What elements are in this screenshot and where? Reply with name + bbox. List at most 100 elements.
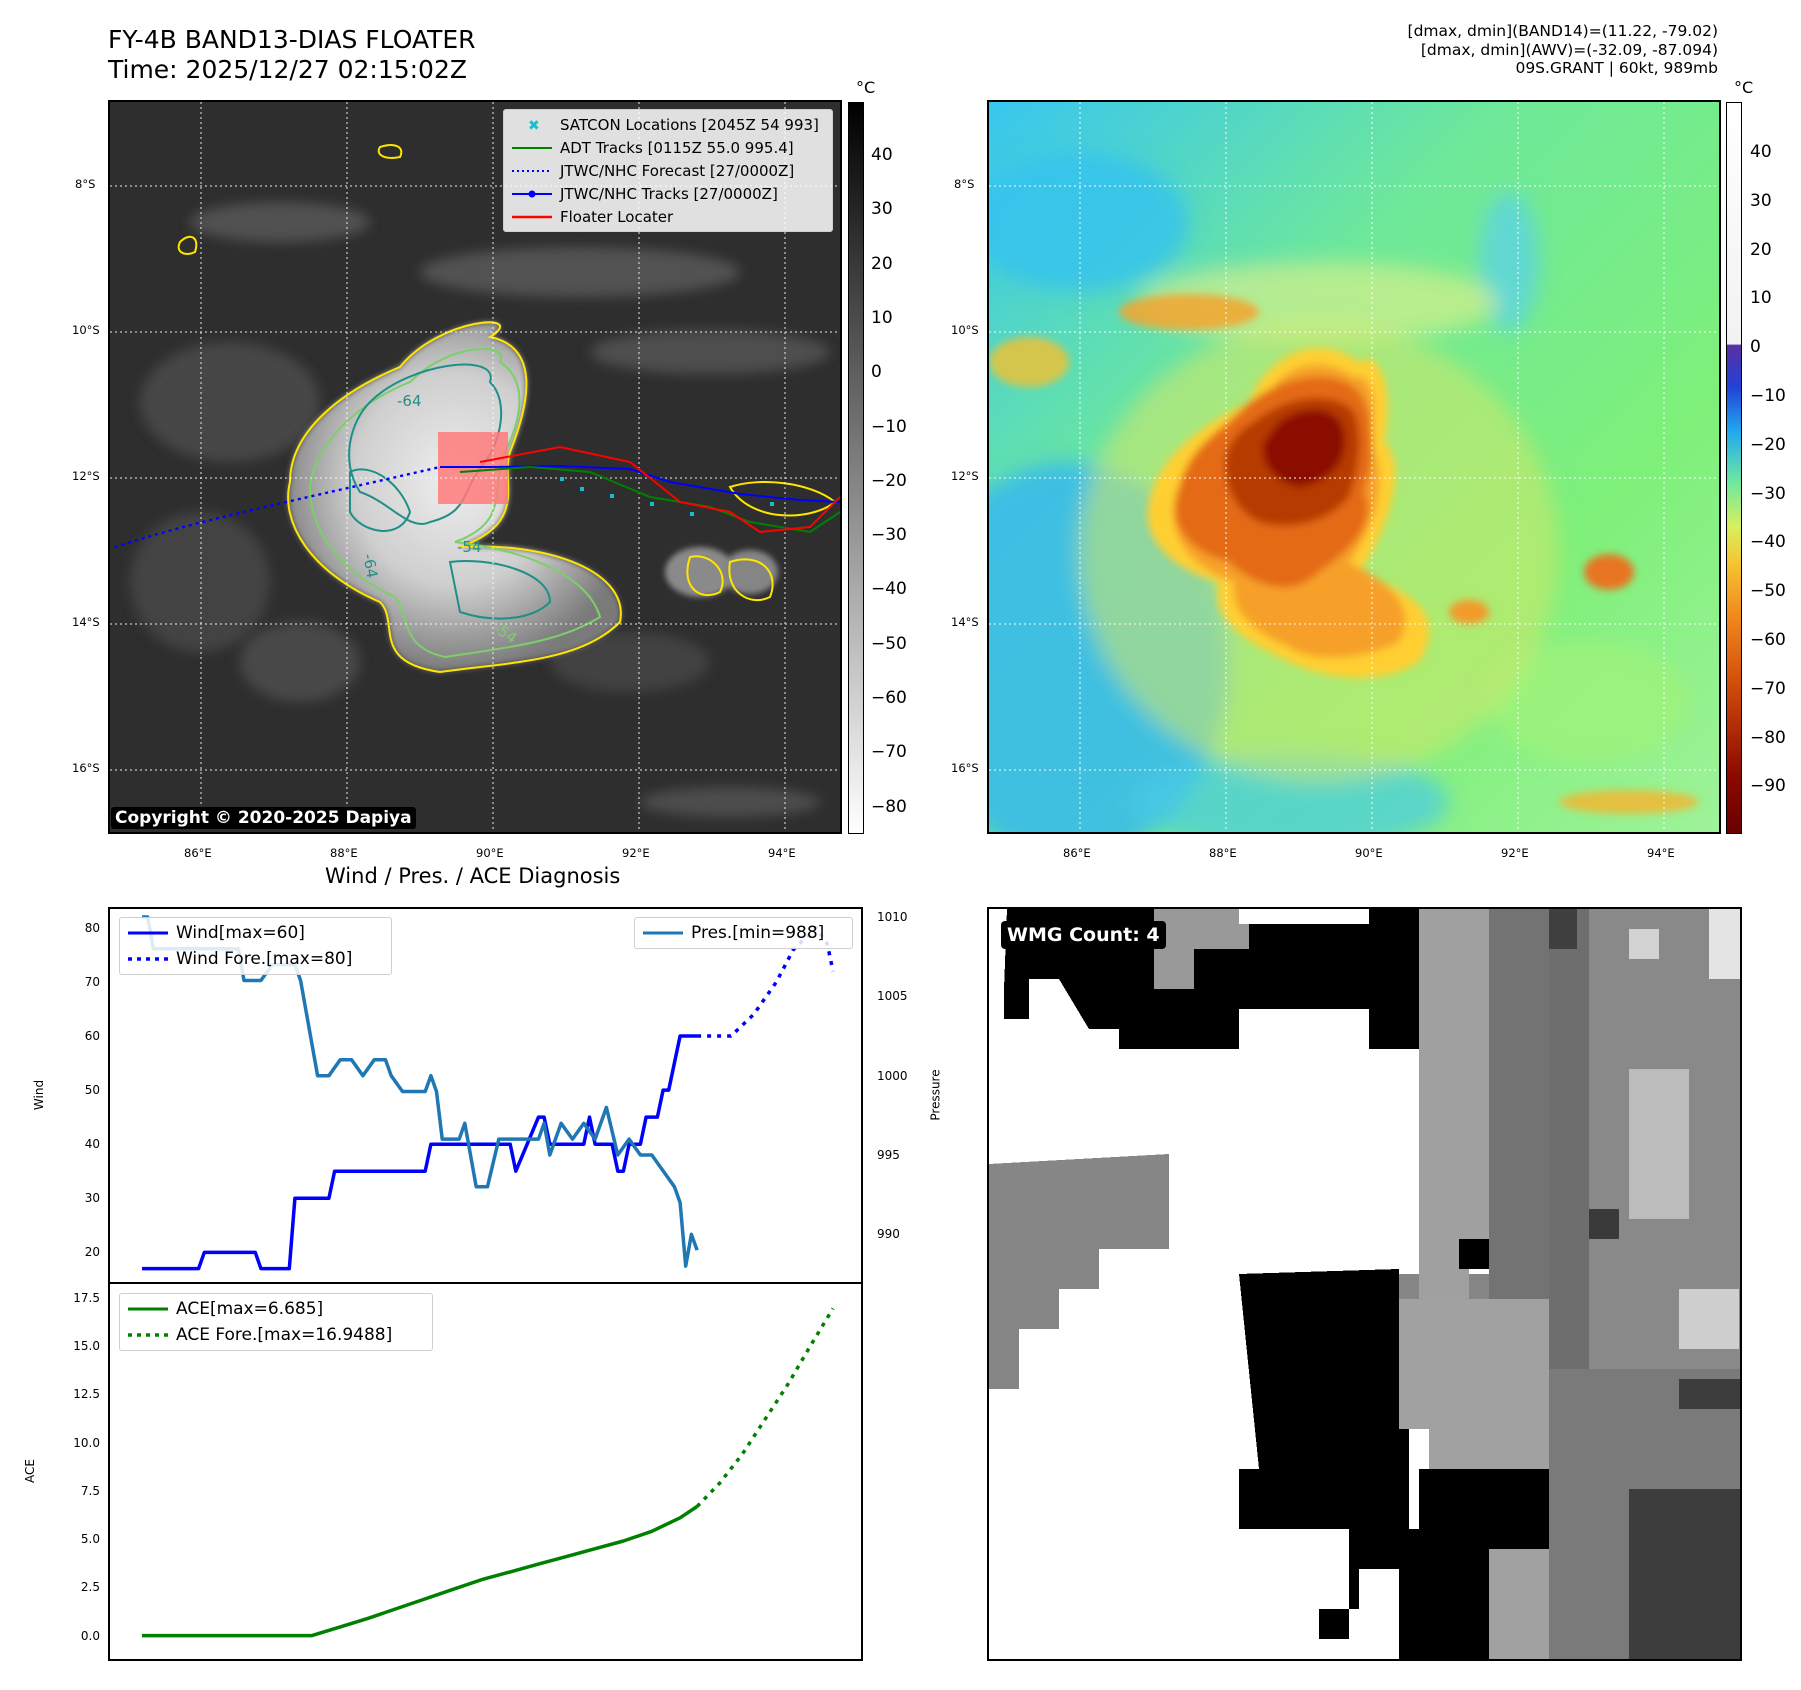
lat-label: 14°S <box>72 615 100 629</box>
ace-svg <box>142 1307 835 1638</box>
wind-tick: 20 <box>84 1245 100 1260</box>
awv-colorbar-tick: 0 <box>1750 337 1761 358</box>
ir-colorbar-tick: −10 <box>871 416 907 437</box>
lat-label: 16°S <box>951 761 979 775</box>
ace-legend: ACE[max=6.685] ACE Fore.[max=16.9488] <box>119 1293 433 1351</box>
awv-colorbar-tick: −70 <box>1750 678 1786 699</box>
wmg-count-badge: WMG Count: 4 <box>1001 921 1166 949</box>
ace-tick: 5.0 <box>80 1532 100 1547</box>
lon-label: 86°E <box>1063 846 1091 860</box>
ir-colorbar-tick: 10 <box>871 307 893 328</box>
lat-label: 10°S <box>72 323 100 337</box>
solid-line-icon <box>128 931 168 935</box>
legend-jtwc-forecast: JTWC/NHC Forecast [27/0000Z] <box>510 159 826 182</box>
awv-colorbar-tick: −60 <box>1750 630 1786 650</box>
lat-label: 12°S <box>951 469 979 483</box>
legend-wind-fore: Wind Fore.[max=80] <box>126 946 385 972</box>
ir-colorbar-tick: 40 <box>871 145 893 165</box>
pressure-tick: 1010 <box>877 910 908 924</box>
ir-colorbar-tick: −30 <box>871 525 907 546</box>
wind-pressure-plot: Wind[max=60] Wind Fore.[max=80] Pres.[mi… <box>108 907 863 1284</box>
pressure-legend: Pres.[min=988] <box>634 917 853 949</box>
legend-satcon: ✖ SATCON Locations [2045Z 54 993] <box>510 113 826 136</box>
info-awv: [dmax, dmin](AWV)=(-32.09, -87.094) <box>1420 40 1718 59</box>
lat-label: 14°S <box>951 615 979 629</box>
dotted-line-icon <box>128 957 168 961</box>
pressure-tick: 1000 <box>877 1068 908 1083</box>
jtwc-forecast-track <box>114 465 441 549</box>
ir-colorbar-tick: −40 <box>871 579 907 600</box>
ace-plot: ACE[max=6.685] ACE Fore.[max=16.9488] <box>108 1282 863 1661</box>
colorbar-unit: °C <box>1734 78 1754 97</box>
floater-track <box>479 445 840 534</box>
legend-ace: ACE[max=6.685] <box>126 1296 426 1322</box>
lon-label: 94°E <box>768 846 796 860</box>
lat-label: 12°S <box>72 469 100 483</box>
map-legend: ✖ SATCON Locations [2045Z 54 993] ADT Tr… <box>503 109 833 232</box>
ace-axis-title: ACE <box>22 1459 37 1483</box>
legend-ace-fore: ACE Fore.[max=16.9488] <box>126 1322 426 1348</box>
info-block: [dmax, dmin](BAND14)=(11.22, -79.02) [dm… <box>1018 22 1718 78</box>
awv-colorbar-tick: 30 <box>1750 190 1772 211</box>
satcon-x-icon: ✖ <box>528 118 540 134</box>
lon-label: 92°E <box>622 846 650 860</box>
info-storm: 09S.GRANT | 60kt, 989mb <box>1515 59 1718 77</box>
wind-tick: 40 <box>84 1137 100 1152</box>
awv-colorbar-tick: −80 <box>1750 727 1786 748</box>
series-wind-fore-line <box>697 926 835 1038</box>
lat-label: 16°S <box>72 761 100 775</box>
series-windline <box>142 1034 698 1271</box>
series-ace-fore-line <box>695 1307 835 1508</box>
awv-colorbar-tick: −10 <box>1750 386 1786 406</box>
lon-label: 92°E <box>1501 846 1529 860</box>
ace-tick: 2.5 <box>80 1580 100 1595</box>
jtwc-track <box>440 464 840 503</box>
lon-label: 86°E <box>184 846 212 860</box>
lat-label: 10°S <box>951 323 979 337</box>
dotted-line-icon <box>128 1333 168 1337</box>
copyright-badge: Copyright © 2020-2025 Dapiya <box>111 807 416 829</box>
lon-label: 90°E <box>476 846 504 860</box>
ace-tick: 7.5 <box>80 1483 100 1498</box>
ace-tick: 15.0 <box>73 1339 100 1354</box>
awv-colorbar <box>1726 102 1742 834</box>
legend-pressure: Pres.[min=988] <box>641 920 846 946</box>
pressure-axis-title: Pressure <box>928 1069 943 1121</box>
awv-colorbar-tick: 40 <box>1750 142 1772 162</box>
diagnosis-title: Wind / Pres. / ACE Diagnosis <box>325 864 621 888</box>
legend-adt: ADT Tracks [0115Z 55.0 995.4] <box>510 136 826 159</box>
satcon-points <box>560 477 774 516</box>
colorbar-unit: °C <box>856 78 876 97</box>
legend-jtwc-tracks: JTWC/NHC Tracks [27/0000Z] <box>510 182 826 205</box>
lat-label: 8°S <box>954 177 975 191</box>
dotted-line-icon <box>512 169 552 172</box>
wind-legend: Wind[max=60] Wind Fore.[max=80] <box>119 917 392 975</box>
adt-line-icon <box>512 146 552 149</box>
awv-colorbar-tick: −30 <box>1750 483 1786 504</box>
awv-colorbar-tick: −90 <box>1750 776 1786 797</box>
awv-colorbar-tick: −20 <box>1750 434 1786 455</box>
awv-colorbar-tick: −40 <box>1750 532 1786 553</box>
ir-colorbar-tick: −70 <box>871 742 907 763</box>
lon-label: 88°E <box>1209 846 1237 860</box>
ir-colorbar-tick: 30 <box>871 199 893 220</box>
ir-colorbar-tick: 20 <box>871 253 893 274</box>
solid-line-icon <box>128 1307 168 1311</box>
chart-time: Time: 2025/12/27 02:15:02Z <box>108 55 467 84</box>
pressure-tick: 995 <box>877 1148 900 1162</box>
ir-colorbar-tick: −20 <box>871 470 907 491</box>
awv-map-panel <box>987 100 1721 834</box>
ace-tick: 10.0 <box>73 1435 100 1450</box>
pressure-tick: 1005 <box>877 989 908 1004</box>
wind-tick: 50 <box>84 1083 100 1098</box>
contour-label: -54 <box>457 538 482 556</box>
legend-wind: Wind[max=60] <box>126 920 385 946</box>
contour-label: -64 <box>397 392 422 410</box>
wind-tick: 30 <box>84 1191 100 1206</box>
marker-line-icon <box>512 190 552 197</box>
wind-tick: 60 <box>84 1029 100 1043</box>
pressure-tick: 990 <box>877 1227 900 1242</box>
awv-colorbar-tick: 20 <box>1750 239 1772 260</box>
lon-label: 94°E <box>1647 846 1675 860</box>
ir-colorbar-tick: −80 <box>871 796 907 817</box>
